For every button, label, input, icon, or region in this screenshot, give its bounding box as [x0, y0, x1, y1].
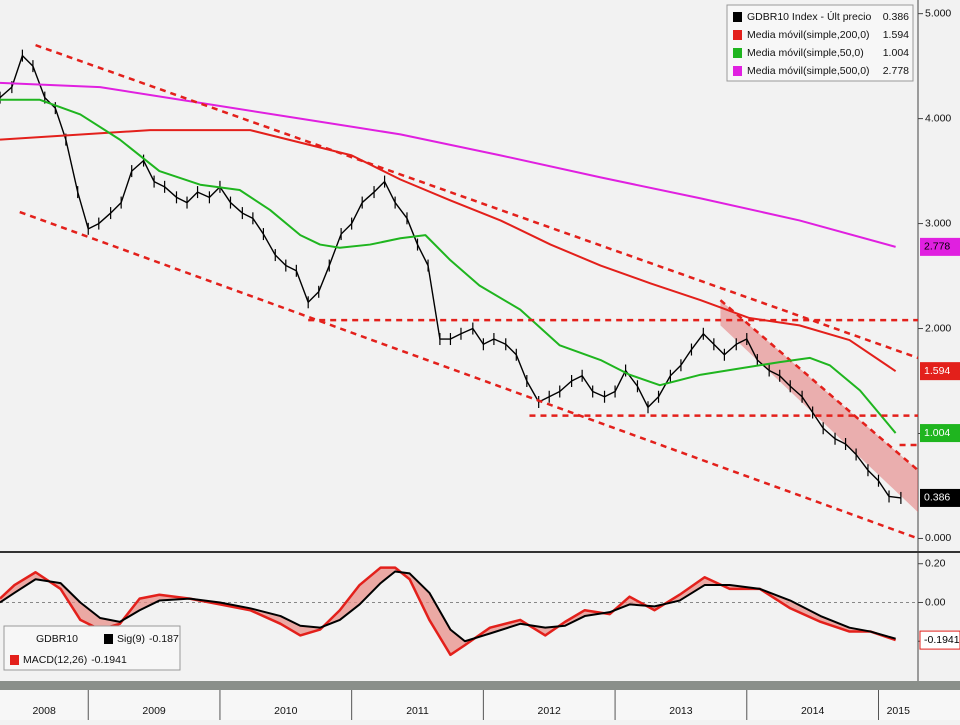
series-line	[0, 81, 896, 248]
x-axis-strip	[0, 690, 960, 720]
legend-swatch	[733, 48, 742, 58]
last-value-box	[920, 424, 960, 443]
last-value-box	[920, 488, 960, 507]
legend-title: GDBR10	[36, 633, 78, 645]
legend-label: Media móvil(simple,50,0)	[747, 47, 864, 59]
channel-band	[720, 300, 918, 513]
legend-box	[3, 625, 181, 671]
legend-value: 2.778	[883, 65, 909, 77]
x-tick-label: 2010	[274, 705, 298, 717]
x-tick-label: 2015	[887, 705, 911, 717]
last-value-box	[919, 630, 960, 650]
axis-band	[0, 681, 960, 690]
legend-value: 1.004	[883, 47, 909, 59]
last-value-box	[920, 362, 960, 381]
legend-name: MACD(12,26)	[23, 654, 87, 666]
legend-label: Sig(9) -0.187	[117, 633, 179, 645]
last-value-label: 2.778	[924, 241, 950, 253]
legend-name: Sig(9)	[117, 633, 145, 645]
x-tick-label: 2009	[142, 705, 166, 717]
trendline	[19, 210, 919, 540]
legend-swatch	[733, 30, 742, 40]
legend-swatch	[104, 634, 113, 644]
series-line	[0, 129, 897, 372]
legend-swatch	[733, 12, 742, 22]
x-tick-label: 2011	[406, 705, 429, 717]
x-tick-label: 2008	[32, 705, 56, 717]
legend-value: 1.594	[883, 29, 909, 41]
y-tick-label: 3.000	[925, 217, 951, 229]
legend-label: MACD(12,26) -0.1941	[23, 654, 127, 666]
x-tick-label: 2012	[538, 705, 562, 717]
legend-value: -0.1941	[91, 654, 127, 666]
legend-label: GDBR10 Index - Últ precio	[747, 10, 871, 23]
y-tick-label: 2.000	[925, 322, 951, 334]
y-tick-label: 0.000	[925, 532, 951, 544]
plot-layer: 5.0004.0003.0002.0001.0000.0000.3861.594…	[0, 4, 960, 720]
series-line	[0, 570, 896, 643]
macd-fill	[0, 567, 896, 655]
last-value-label: 1.594	[924, 365, 950, 377]
last-value-label: -0.1941	[924, 634, 960, 646]
legend-label: Media móvil(simple,200,0)	[747, 29, 870, 41]
last-value-box	[920, 237, 960, 256]
y-tick-label: 0.20	[925, 558, 946, 570]
last-value-label: 0.386	[924, 492, 950, 504]
x-tick-label: 2014	[801, 705, 825, 717]
legend-box	[726, 4, 914, 82]
y-tick-label: 5.000	[925, 7, 951, 19]
legend-swatch	[733, 66, 742, 76]
x-tick-label: 2013	[669, 705, 693, 717]
legend-swatch	[10, 655, 19, 665]
y-tick-label: 0.00	[925, 596, 946, 608]
series-line	[0, 566, 897, 657]
legend-value: -0.187	[149, 633, 179, 645]
legend-label: Media móvil(simple,500,0)	[747, 65, 870, 77]
legend-value: 0.386	[883, 11, 909, 23]
y-tick-label: 4.000	[925, 112, 951, 124]
series-line	[0, 98, 897, 434]
trendline	[35, 43, 919, 360]
last-value-label: 1.004	[924, 427, 950, 439]
